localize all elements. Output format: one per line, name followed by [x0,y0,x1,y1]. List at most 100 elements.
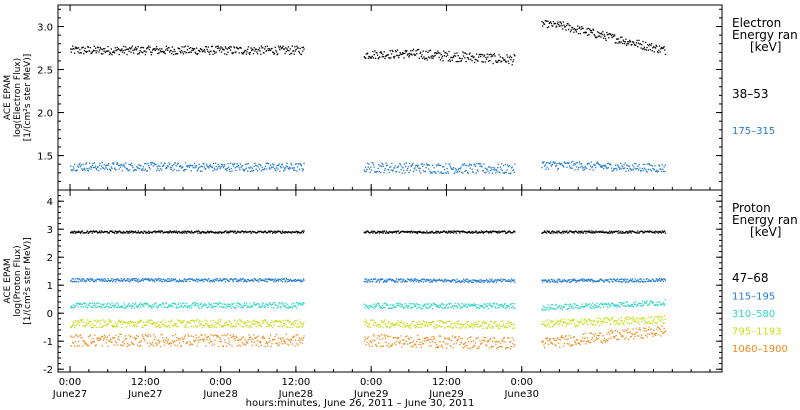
data-point [363,232,365,234]
data-point [503,172,505,174]
data-point [294,305,296,308]
data-point [415,280,417,283]
data-point [195,231,197,233]
data-point [250,279,252,281]
data-point [249,230,251,233]
data-point [438,307,440,309]
data-point [494,321,496,323]
data-point [493,230,495,233]
data-point [643,316,645,318]
data-point [217,163,219,166]
data-point [148,322,151,324]
data-point [486,305,488,308]
y-tick-label: 4 [47,197,53,208]
data-point [285,47,287,49]
data-point [240,166,242,169]
data-point [97,166,99,168]
data-point [651,302,653,304]
data-point [580,231,583,234]
data-point [509,280,511,282]
data-point [656,171,659,173]
data-point [153,230,155,233]
data-point [567,162,569,165]
data-point [482,169,484,172]
data-point [648,320,650,323]
data-point [650,164,652,166]
data-point [660,303,663,305]
data-point [145,278,147,280]
data-point [496,231,498,233]
data-point [412,320,415,323]
data-point [168,230,170,233]
data-point [239,231,241,233]
data-point [123,230,125,233]
data-point [91,166,93,168]
data-point [407,53,409,55]
data-point [287,166,289,168]
data-point [431,230,433,233]
data-point [268,167,270,169]
data-point [592,323,594,325]
data-point [458,327,461,329]
data-point [447,230,450,232]
data-point [225,307,227,309]
data-point [157,305,160,307]
data-point [401,305,403,307]
data-point [283,306,286,308]
data-point [370,57,373,59]
data-point [562,166,565,168]
data-point [610,318,613,321]
data-point [271,319,273,322]
data-point [618,318,620,320]
data-point [420,307,423,310]
data-point [184,326,186,329]
data-point [543,23,546,25]
data-point [511,302,513,305]
data-point [469,232,471,234]
data-point [225,168,227,170]
data-point [387,304,389,306]
data-point [508,305,510,307]
data-point [150,161,152,164]
data-point [215,232,217,234]
data-point [660,303,662,306]
data-point [169,279,171,281]
data-point [153,48,156,50]
data-point [243,280,245,283]
data-point [174,162,176,164]
data-point [80,337,82,339]
data-point [416,49,419,51]
data-point [482,306,484,309]
data-point [484,279,486,282]
data-point [546,166,548,168]
data-point [389,304,392,306]
data-point [159,326,161,329]
data-point [499,232,501,234]
data-point [104,321,106,323]
data-point [375,325,377,327]
data-point [155,302,157,304]
data-point [505,171,507,174]
data-point [371,280,373,282]
data-point [155,232,157,234]
data-point [99,280,101,282]
data-point [245,230,247,232]
data-point [451,322,453,325]
data-point [156,230,158,233]
data-point [372,306,374,308]
data-point [230,323,232,325]
data-point [244,49,246,52]
data-point [293,324,295,326]
data-point [212,53,214,56]
data-point [260,53,262,55]
data-point [506,304,509,307]
data-point [620,278,622,280]
data-point [652,47,654,49]
data-point [275,51,278,53]
data-point [429,49,432,51]
data-point [276,54,278,56]
data-point [613,303,615,306]
data-point [202,50,204,52]
data-point [580,230,582,233]
data-point [472,279,474,281]
